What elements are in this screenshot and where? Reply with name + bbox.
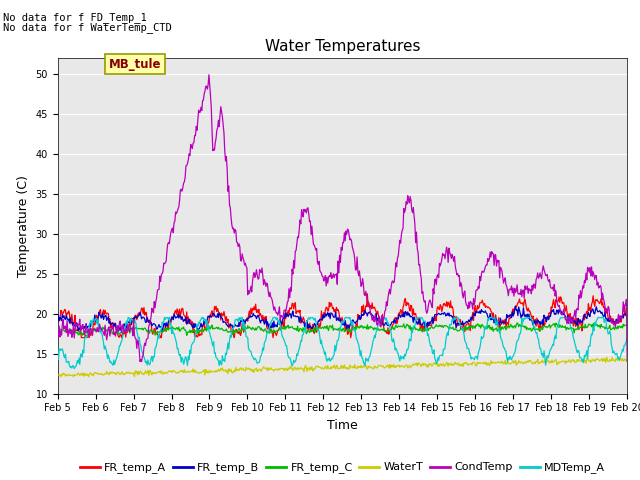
X-axis label: Time: Time	[327, 419, 358, 432]
Text: No data for f FD_Temp_1: No data for f FD_Temp_1	[3, 12, 147, 23]
Legend: FR_temp_A, FR_temp_B, FR_temp_C, WaterT, CondTemp, MDTemp_A: FR_temp_A, FR_temp_B, FR_temp_C, WaterT,…	[75, 458, 610, 478]
Title: Water Temperatures: Water Temperatures	[265, 39, 420, 54]
Text: MB_tule: MB_tule	[109, 58, 161, 71]
Text: No data for f WaterTemp_CTD: No data for f WaterTemp_CTD	[3, 22, 172, 33]
Y-axis label: Temperature (C): Temperature (C)	[17, 175, 30, 276]
